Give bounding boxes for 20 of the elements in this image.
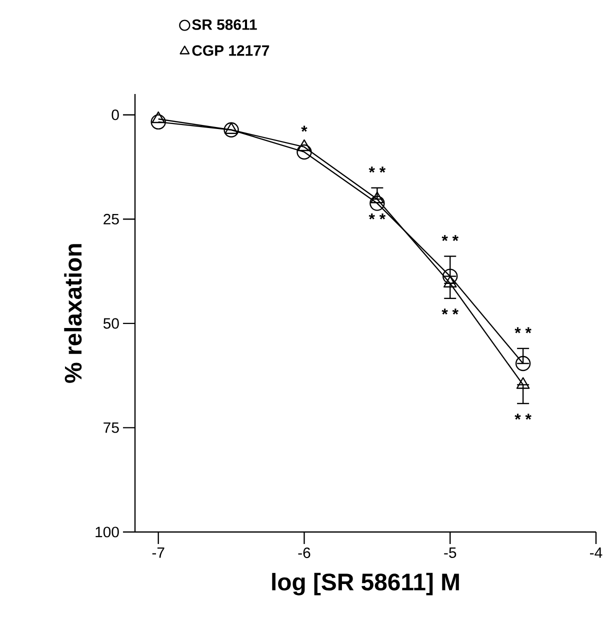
annotation: * [301,126,308,132]
x-tick-label: -6 [298,548,310,558]
x-tick-label: -5 [444,548,456,558]
x-axis-title: log [SR 58611] M [272,572,459,596]
y-tick-label: 0 [112,110,119,120]
annotation: * * [514,414,532,420]
y-tick-label: 25 [104,214,119,224]
x-tick-label: -7 [152,548,164,558]
legend-label: CGP 12177 [192,45,270,56]
y-axis-title: % relaxation [64,244,82,383]
annotation: * * [368,213,386,220]
annotation: * * [442,308,458,315]
annotation: * * [368,166,386,173]
annotation: * * [442,235,458,242]
x-tick-label: -4 [590,548,602,558]
y-tick-label: 100 [96,526,119,538]
annotation: * * [514,327,532,334]
legend-label: SR 58611 [192,19,257,30]
y-tick-label: 50 [103,318,119,329]
y-tick-label: 75 [104,422,119,433]
